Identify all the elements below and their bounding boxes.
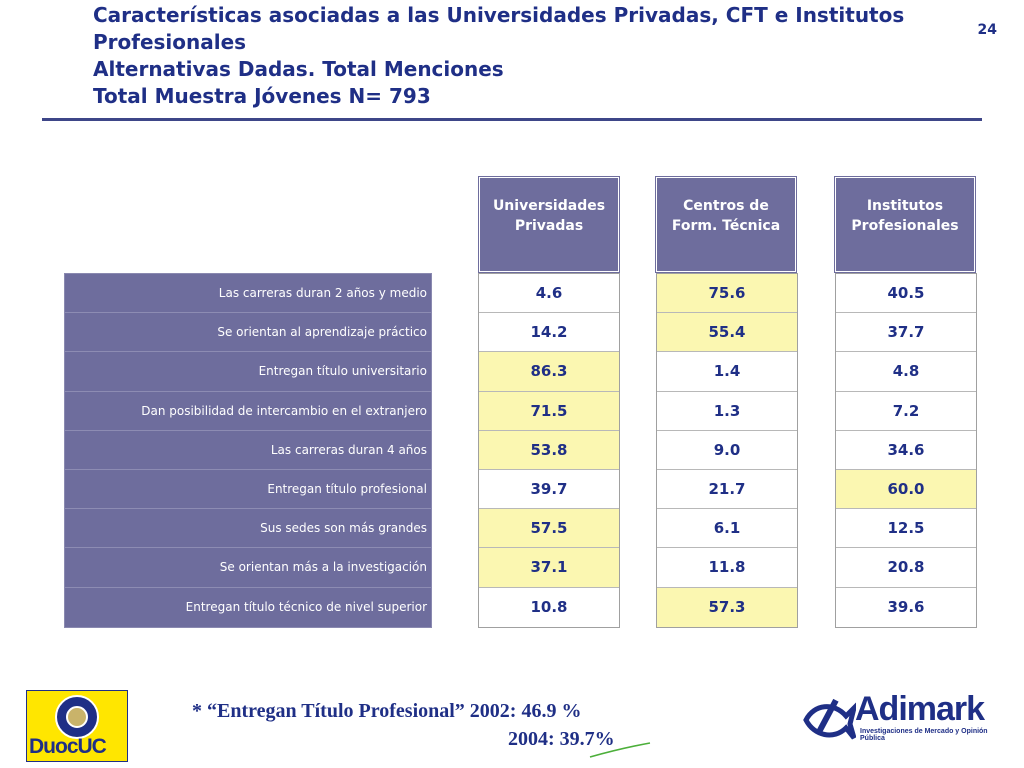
title-line-1: Características asociadas a las Universi…: [93, 3, 905, 27]
column-header-line: Centros de: [683, 198, 769, 214]
table-cell: 34.6: [836, 430, 976, 470]
table-cell: 20.8: [836, 548, 976, 588]
row-label: Entregan título técnico de nivel superio…: [65, 587, 431, 627]
duoc-logo: DuocUC: [26, 690, 128, 762]
row-label: Las carreras duran 2 años y medio: [65, 274, 431, 314]
page-number: 24: [977, 22, 997, 38]
title-line-3: Alternativas Dadas. Total Menciones: [93, 57, 504, 81]
row-label: Dan posibilidad de intercambio en el ext…: [65, 391, 431, 431]
table-cell: 1.3: [657, 391, 797, 431]
underline-mark-icon: [589, 742, 651, 758]
data-column-institutos: 40.5 37.7 4.8 7.2 34.6 60.0 12.5 20.8 39.6: [835, 273, 977, 628]
column-header-line: Institutos: [866, 198, 944, 214]
column-header-universidades: Universidades Privadas: [479, 177, 619, 272]
footnote-line-1: * “Entregan Título Profesional” 2002: 46…: [192, 700, 582, 722]
row-labels: Las carreras duran 2 años y medio Se orie…: [64, 273, 432, 628]
table-cell: 86.3: [479, 352, 619, 392]
table-cell: 4.8: [836, 352, 976, 392]
table-cell: 37.1: [479, 548, 619, 588]
column-header-institutos: Institutos Profesionales: [835, 177, 975, 272]
table-cell: 14.2: [479, 313, 619, 353]
column-header-line: Form. Técnica: [671, 218, 781, 234]
table-cell: 60.0: [836, 469, 976, 510]
column-header-line: Profesionales: [851, 218, 959, 234]
duoc-logo-text: DuocUC: [29, 735, 107, 758]
column-header-line: Universidades: [492, 198, 606, 214]
row-label: Las carreras duran 4 años: [65, 430, 431, 470]
column-header-cft: Centros de Form. Técnica: [656, 177, 796, 272]
adimark-logo: Adimark Investigaciones de Mercado y Opi…: [800, 690, 990, 750]
table-cell: 10.8: [479, 587, 619, 627]
adimark-logo-text: Adimark: [855, 690, 985, 728]
adimark-logo-subtitle: Investigaciones de Mercado y Opinión Púb…: [860, 728, 988, 742]
table-cell: 6.1: [657, 509, 797, 549]
table-cell: 12.5: [836, 509, 976, 549]
duoc-seal-icon: [55, 695, 99, 739]
row-label: Se orientan al aprendizaje práctico: [65, 313, 431, 353]
column-header-line: Privadas: [514, 218, 584, 234]
table-cell: 37.7: [836, 313, 976, 353]
table-cell: 1.4: [657, 352, 797, 392]
table-cell: 57.3: [657, 587, 797, 627]
table-cell: 39.6: [836, 587, 976, 627]
table-cell: 39.7: [479, 469, 619, 510]
table-cell: 57.5: [479, 509, 619, 549]
row-label: Se orientan más a la investigación: [65, 548, 431, 588]
data-column-universidades: 4.6 14.2 86.3 71.5 53.8 39.7 57.5 37.1 10.8: [478, 273, 620, 628]
data-column-cft: 75.6 55.4 1.4 1.3 9.0 21.7 6.1 11.8 57.3: [656, 273, 798, 628]
table-cell: 4.6: [479, 274, 619, 314]
row-label: Sus sedes son más grandes: [65, 509, 431, 549]
table-cell: 9.0: [657, 430, 797, 470]
footnote-line-2: 2004: 39.7%: [508, 728, 615, 750]
table-cell: 7.2: [836, 391, 976, 431]
table-cell: 53.8: [479, 430, 619, 470]
table-cell: 21.7: [657, 469, 797, 510]
table-cell: 55.4: [657, 313, 797, 353]
row-label: Entregan título profesional: [65, 469, 431, 510]
slide-title: Características asociadas a las Universi…: [93, 2, 963, 110]
title-divider: [42, 118, 982, 121]
table-cell: 71.5: [479, 391, 619, 431]
table-cell: 40.5: [836, 274, 976, 314]
title-line-4: Total Muestra Jóvenes N= 793: [93, 84, 431, 108]
title-line-2: Profesionales: [93, 30, 247, 54]
adimark-fish-icon: [803, 698, 856, 740]
row-label: Entregan título universitario: [65, 352, 431, 392]
table-cell: 75.6: [657, 274, 797, 314]
table-cell: 11.8: [657, 548, 797, 588]
